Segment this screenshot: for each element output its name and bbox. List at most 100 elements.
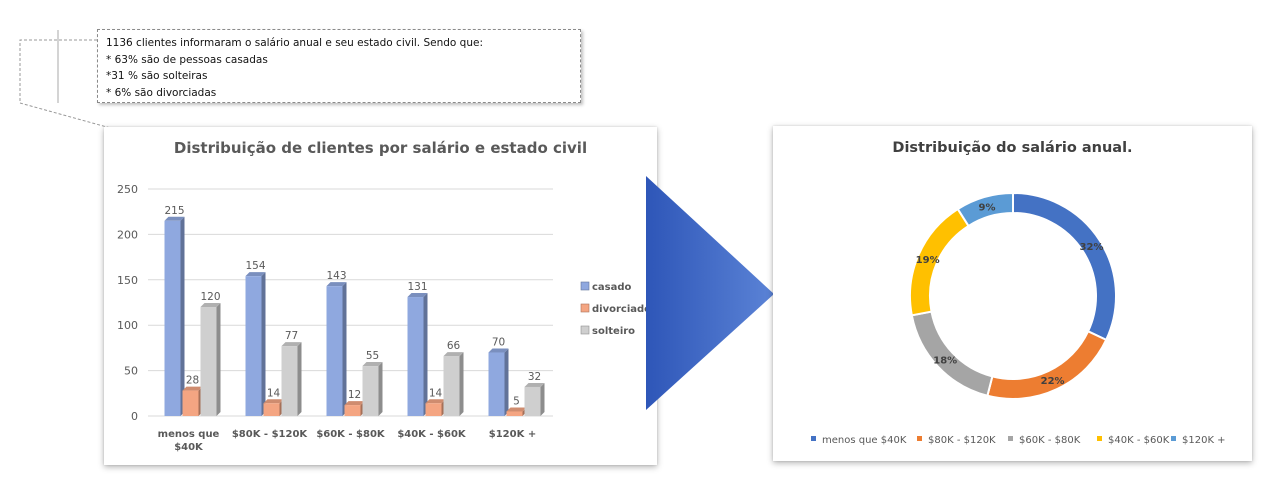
data-label: 32: [528, 371, 541, 383]
callout-line: * 63% são de pessoas casadas: [106, 53, 268, 66]
legend-swatch: [580, 281, 590, 291]
donut-chart-title: Distribuição do salário anual.: [892, 140, 1133, 156]
bar-top: [164, 216, 185, 221]
data-label: 14: [267, 387, 281, 399]
bar-side: [504, 348, 509, 416]
bar-divorciado: [506, 411, 523, 416]
x-tick-label: $80K - $120K: [232, 429, 309, 440]
legend-label: divorciado: [592, 304, 651, 315]
donut-chart: 32% 22% 18% 19% 9% menos que $40K $80K - $120K…: [811, 191, 1226, 446]
x-tick-label: $40K - $60K: [397, 429, 467, 440]
callout-line: 1136 clientes informaram o salário anual…: [106, 37, 483, 49]
data-label: 120: [200, 291, 220, 303]
legend-swatch: [580, 325, 590, 335]
bar-casado: [326, 286, 343, 416]
legend-label: casado: [592, 282, 632, 293]
bar-casado: [488, 352, 505, 416]
slice-label: 22%: [1041, 376, 1065, 387]
data-label: 70: [492, 336, 505, 348]
bar-side: [378, 362, 383, 416]
bar-casado: [245, 276, 262, 416]
bar-solteiro: [443, 356, 460, 416]
bar-side: [459, 352, 464, 416]
legend-swatch: [1008, 436, 1013, 441]
y-tick-label: 250: [117, 183, 138, 196]
bar-top: [281, 342, 302, 347]
y-tick-label: 150: [117, 274, 138, 287]
data-label: 28: [186, 375, 199, 387]
bar-top: [344, 401, 365, 406]
legend-swatch: [917, 436, 922, 441]
data-label: 55: [366, 350, 379, 362]
bar-solteiro: [200, 307, 217, 416]
legend-label: $60K - $80K: [1019, 435, 1081, 446]
callout-line: * 6% são divorciadas: [106, 86, 217, 99]
data-label: 66: [447, 340, 461, 352]
bar-side: [342, 282, 347, 416]
right-arrow-icon: [646, 176, 774, 410]
bar-side: [261, 272, 266, 416]
legend-label: menos que $40K: [822, 435, 907, 446]
x-tick-label: $60K - $80K: [316, 429, 386, 440]
data-label: 14: [429, 387, 443, 399]
legend-swatch: [1171, 436, 1176, 441]
bar-top: [200, 303, 221, 308]
bar-side: [423, 293, 428, 416]
x-tick-label: menos que: [158, 429, 220, 440]
bar-chart: 0 50 100 150 200 250 215 28 120 menos que $40K 154 1…: [117, 183, 651, 453]
bar-top: [407, 293, 428, 298]
slice-label: 9%: [979, 203, 996, 214]
x-tick-label: $120K +: [489, 429, 536, 440]
bar-side: [216, 303, 221, 416]
bar-divorciado: [263, 403, 280, 416]
bar-top: [245, 272, 266, 277]
legend-label: solteiro: [592, 326, 635, 337]
data-label: 143: [326, 270, 346, 282]
bar-top: [425, 399, 446, 404]
data-label: 12: [348, 389, 361, 401]
callout-box: 1136 clientes informaram o salário anual…: [97, 29, 581, 103]
callout-line: *31 % são solteiras: [106, 70, 208, 82]
y-tick-label: 0: [131, 410, 138, 423]
donut-slice: [910, 310, 994, 397]
bar-top: [506, 407, 527, 412]
bar-top: [263, 399, 284, 404]
x-tick-label: $40K: [174, 442, 204, 453]
data-label: 77: [285, 330, 298, 342]
bar-solteiro: [362, 366, 379, 416]
bar-casado: [164, 220, 181, 416]
bar-top: [524, 382, 545, 387]
y-tick-label: 50: [124, 365, 138, 378]
bar-chart-title: Distribuição de clientes por salário e e…: [173, 139, 588, 157]
donut-slice: [986, 330, 1108, 400]
y-tick-label: 200: [117, 228, 138, 241]
donut-chart-panel[interactable]: Distribuição do salário anual. 32% 22% 18%…: [773, 126, 1252, 461]
data-label: 5: [513, 395, 520, 407]
bar-side: [297, 342, 302, 416]
slice-label: 19%: [916, 255, 940, 266]
data-label: 154: [245, 260, 265, 272]
bar-solteiro: [524, 386, 541, 416]
y-tick-label: 100: [117, 319, 138, 332]
bar-top: [326, 282, 347, 287]
donut-slice: [1012, 191, 1117, 342]
bar-chart-panel[interactable]: Distribuição de clientes por salário e e…: [104, 127, 657, 465]
data-label: 131: [407, 281, 427, 293]
slice-label: 18%: [933, 356, 957, 367]
bar-top: [182, 386, 203, 391]
bar-top: [488, 348, 509, 353]
bar-top: [443, 352, 464, 357]
bar-side: [180, 216, 185, 416]
bar-casado: [407, 297, 424, 416]
bar-solteiro: [281, 346, 298, 416]
legend-label: $120K +: [1182, 435, 1226, 446]
legend-label: $80K - $120K: [928, 435, 996, 446]
legend-swatch: [580, 303, 590, 313]
bar-divorciado: [344, 405, 361, 416]
legend-label: $40K - $60K: [1108, 435, 1170, 446]
bar-top: [362, 362, 383, 367]
legend-swatch: [1097, 436, 1102, 441]
bar-divorciado: [425, 403, 442, 416]
